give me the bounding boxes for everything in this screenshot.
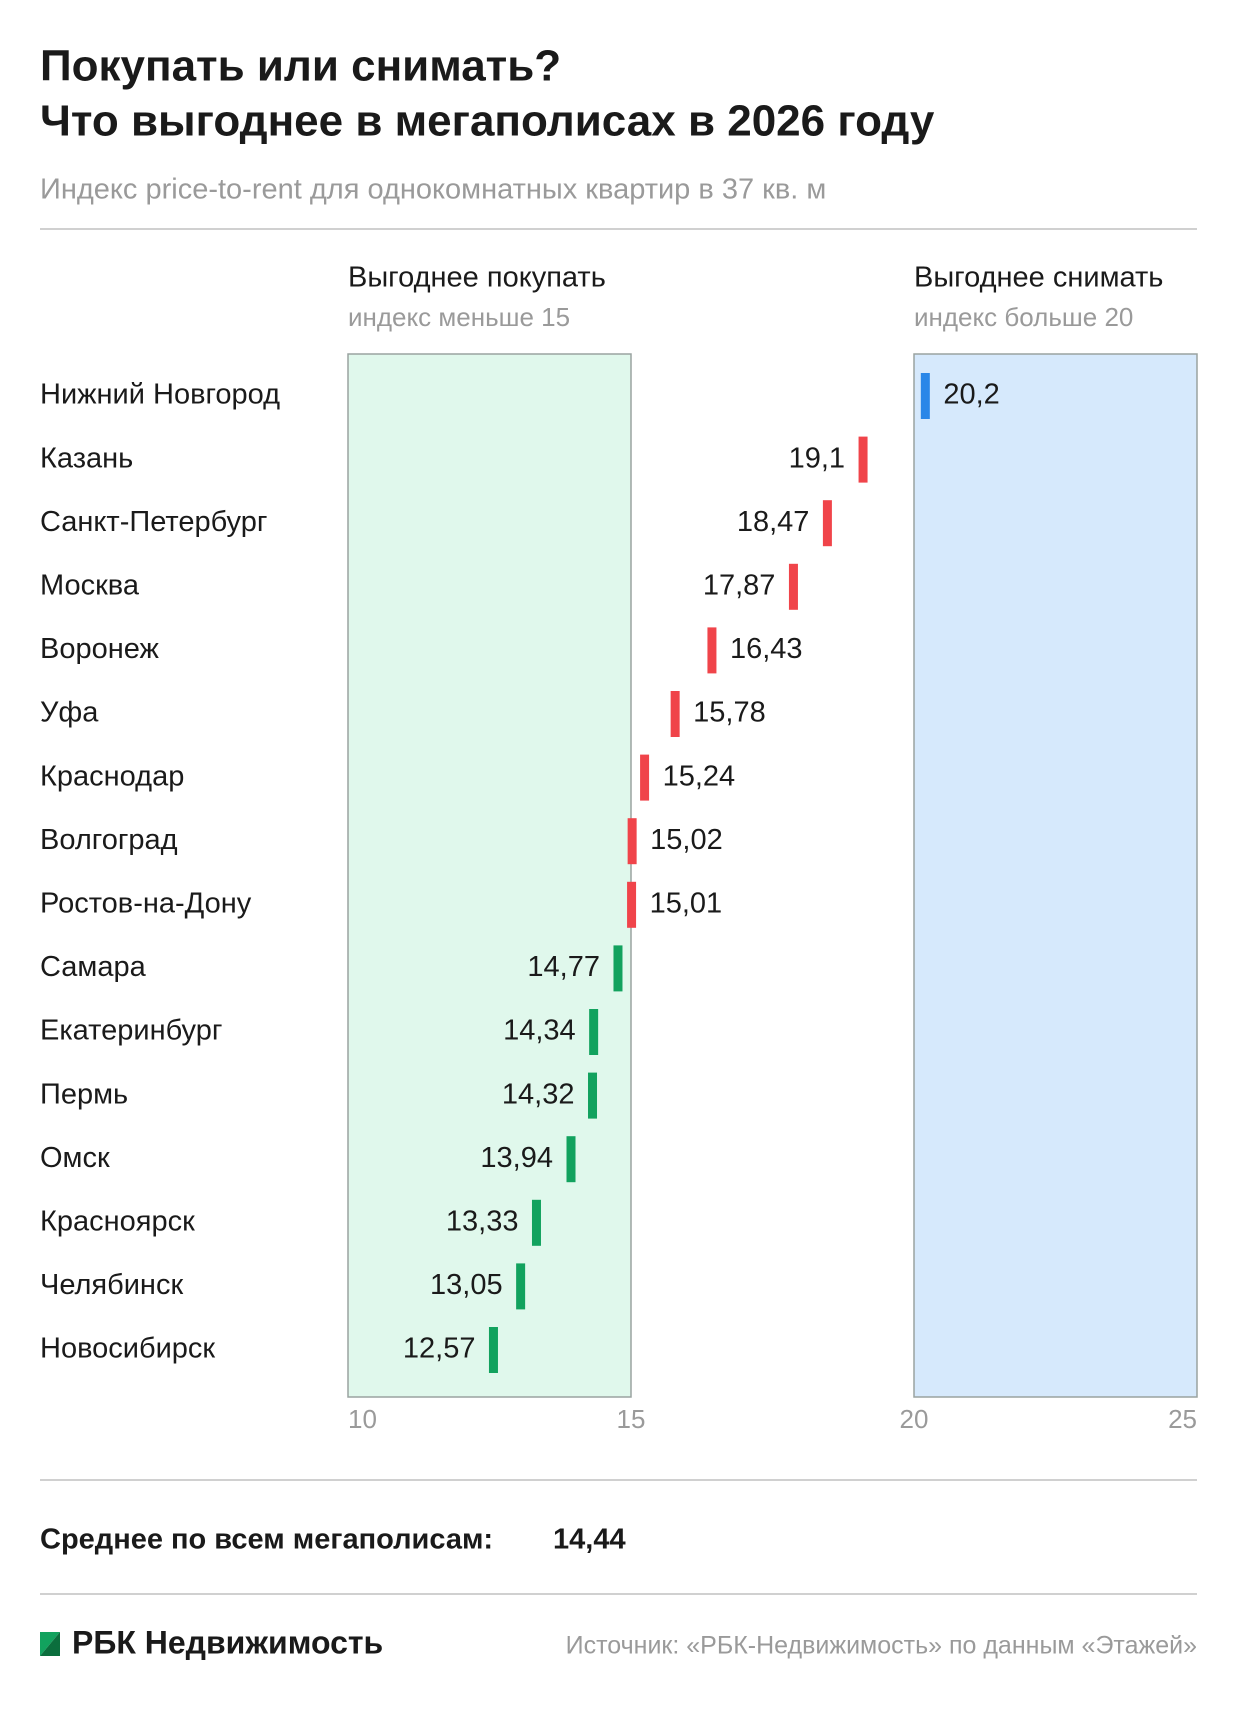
value-label: 15,01 <box>650 887 723 919</box>
value-label: 15,24 <box>663 760 736 792</box>
x-tick-label: 25 <box>1168 1404 1197 1434</box>
category-label: Уфа <box>40 697 99 729</box>
logo <box>40 1632 60 1656</box>
value-mark <box>566 1136 576 1183</box>
category-label: Волгоград <box>40 824 178 856</box>
average-value: 14,44 <box>553 1524 626 1556</box>
value-mark <box>640 754 650 801</box>
value-label: 15,02 <box>650 824 723 856</box>
value-label: 14,34 <box>503 1015 576 1047</box>
zone <box>347 353 632 1398</box>
value-mark <box>920 373 930 419</box>
zone-label: Выгоднее снимать <box>914 262 1163 294</box>
zone-label: Выгоднее покупать <box>348 262 606 294</box>
category-label: Самара <box>40 951 147 983</box>
value-mark <box>858 436 868 483</box>
category-label: Ростов-на-Дону <box>40 887 252 919</box>
zone-sublabel: индекс меньше 15 <box>348 302 570 332</box>
category-label: Челябинск <box>40 1269 183 1301</box>
chart-title: Что выгоднее в мегаполисах в 2026 году <box>40 97 935 146</box>
category-label: Новосибирск <box>40 1333 215 1365</box>
value-mark <box>822 500 832 547</box>
value-label: 15,78 <box>693 697 766 729</box>
category-label: Москва <box>40 569 140 601</box>
value-mark <box>613 945 623 992</box>
x-tick-label: 15 <box>617 1404 646 1434</box>
value-mark <box>788 563 798 610</box>
value-label: 19,1 <box>789 442 845 474</box>
category-label: Екатеринбург <box>40 1015 222 1047</box>
value-mark <box>707 627 717 674</box>
value-label: 13,94 <box>480 1142 553 1174</box>
value-mark <box>627 818 637 865</box>
category-label: Омск <box>40 1142 110 1174</box>
zone-sublabel: индекс больше 20 <box>914 302 1133 332</box>
category-label: Воронеж <box>40 633 160 665</box>
value-label: 20,2 <box>943 379 999 411</box>
value-mark <box>589 1009 599 1055</box>
category-label: Казань <box>40 442 133 474</box>
value-mark <box>670 691 680 737</box>
value-label: 16,43 <box>730 633 803 665</box>
value-mark <box>627 881 637 928</box>
value-label: 18,47 <box>737 506 810 538</box>
chart-subtitle: Индекс price-to-rent для однокомнатных к… <box>40 174 826 206</box>
value-mark <box>531 1199 541 1246</box>
category-label: Пермь <box>40 1078 128 1110</box>
value-label: 17,87 <box>703 569 776 601</box>
source: Источник: «РБК-Недвижимость» по данным «… <box>566 1632 1197 1660</box>
category-label: Краснодар <box>40 760 184 792</box>
category-label: Красноярск <box>40 1205 195 1237</box>
value-label: 12,57 <box>403 1333 476 1365</box>
value-label: 14,32 <box>502 1078 575 1110</box>
brand: РБК Недвижимость <box>72 1624 383 1660</box>
value-mark <box>516 1263 526 1310</box>
chart-title: Покупать или снимать? <box>40 42 561 91</box>
average-label: Среднее по всем мегаполисам: <box>40 1524 493 1556</box>
category-label: Санкт-Петербург <box>40 506 267 538</box>
value-mark <box>588 1072 598 1119</box>
value-label: 14,77 <box>527 951 600 983</box>
x-tick-label: 20 <box>900 1404 929 1434</box>
zone <box>913 353 1198 1398</box>
category-label: Нижний Новгород <box>40 379 280 411</box>
value-label: 13,05 <box>430 1269 503 1301</box>
x-tick-label: 10 <box>348 1404 377 1434</box>
value-mark <box>488 1327 498 1373</box>
value-label: 13,33 <box>446 1205 519 1237</box>
